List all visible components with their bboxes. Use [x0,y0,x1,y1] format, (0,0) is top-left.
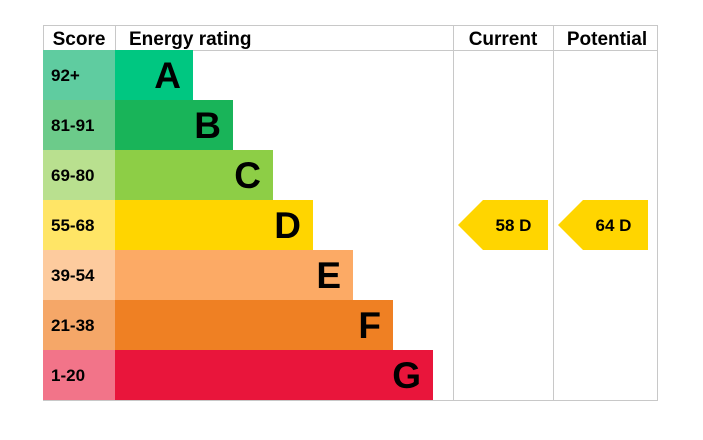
band-letter-g: G [392,355,421,396]
band-letter-e: E [316,255,341,296]
header-current: Current [469,29,538,50]
current-rating-label: 58 D [496,216,532,235]
score-cell-d [43,200,115,250]
score-range-c: 69-80 [51,166,94,185]
band-letter-a: A [154,55,181,96]
score-range-e: 39-54 [51,266,95,285]
score-cell-a [43,50,115,100]
score-cell-g [43,350,115,400]
score-range-a: 92+ [51,66,80,85]
band-bar-g [115,350,433,400]
score-cell-f [43,300,115,350]
score-cell-c [43,150,115,200]
band-letter-d: D [274,205,301,246]
band-bar-d [115,200,313,250]
rating-pointers: 58 D 64 D [458,200,648,250]
potential-rating-pointer [558,200,648,250]
band-letter-f: F [358,305,381,346]
header-potential: Potential [567,29,647,50]
header-energy-rating: Energy rating [129,29,251,50]
current-rating-pointer [458,200,548,250]
band-bar-b [115,100,233,150]
score-range-g: 1-20 [51,366,85,385]
score-cell-b [43,100,115,150]
band-bar-e [115,250,353,300]
potential-rating-label: 64 D [596,216,632,235]
score-cell-e [43,250,115,300]
band-letter-c: C [234,155,261,196]
score-range-d: 55-68 [51,216,94,235]
score-range-b: 81-91 [51,116,94,135]
band-letter-b: B [194,105,221,146]
score-range-f: 21-38 [51,316,94,335]
header-score: Score [53,29,106,50]
band-bar-c [115,150,273,200]
rating-bands: 92+ A 81-91 B 69-80 C 55-68 D 39-54 E 21-38 F 1-20 G [43,50,433,400]
band-bar-f [115,300,393,350]
band-bar-a [115,50,193,100]
